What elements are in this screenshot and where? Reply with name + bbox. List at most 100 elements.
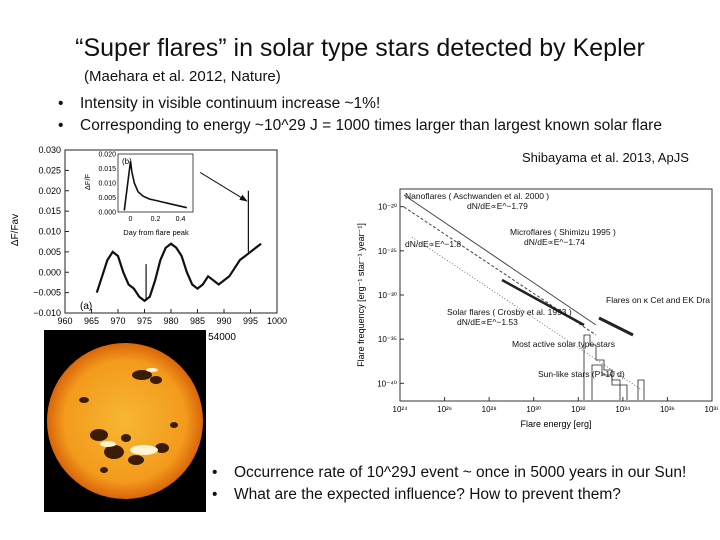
annotation: dN/dE∝E^−1.79 [467, 201, 528, 211]
bright-plage [100, 368, 158, 455]
x-axis-label: Flare energy [erg] [520, 419, 591, 429]
sunspot [79, 397, 89, 403]
x-axis-ticks: 960 965 970 975 980 985 990 995 1000 [57, 309, 287, 326]
sunspot [155, 443, 169, 453]
y-tick-label: 0.000 [38, 267, 61, 277]
inset-series-line [123, 161, 187, 211]
plage-region [100, 441, 116, 447]
x-tick-label: 10³⁰ [526, 405, 541, 414]
inset-y-tick-label: 0.000 [98, 210, 116, 217]
histogram-bin [637, 379, 645, 400]
sun-disk [47, 343, 203, 499]
sunspot [90, 429, 108, 441]
sunspots [79, 370, 178, 473]
inset-y-label: ΔF/F [83, 173, 92, 190]
inset-x-tick-label: 0.4 [176, 216, 186, 223]
inset-y-tick-label: 0.005 [98, 195, 116, 202]
annotation-arrow [199, 171, 248, 202]
bullet-text: Intensity in visible continuum increase … [80, 95, 381, 112]
plage-region [130, 445, 158, 455]
y-tick-label: 0.015 [38, 206, 61, 216]
annotation: dN/dE∝E^−1.8 [405, 239, 461, 249]
x-tick-label: 10³² [571, 405, 586, 414]
slide-title: “Super flares” in solar type stars detec… [75, 34, 645, 62]
x-tick-label: 10³⁴ [615, 405, 631, 414]
x-tick-label: 995 [243, 316, 258, 326]
y-tick-label: 0.025 [38, 165, 61, 175]
y-tick-label: 10⁻²⁵ [378, 247, 397, 256]
annotation: dN/dE∝E^−1.74 [524, 237, 585, 247]
inset-y-tick-label: 0.020 [98, 152, 116, 159]
inset-x-tick-label: 0 [129, 216, 133, 223]
annotation: Microflares ( Shimizu 1995 ) [510, 227, 616, 237]
x-tick-label: 970 [110, 316, 125, 326]
annotation: Sun-like stars (P>10 d) [538, 369, 625, 379]
solar-flare-segment [501, 278, 585, 327]
x-tick-label: 10²⁶ [437, 405, 452, 414]
sunspot [132, 370, 152, 380]
inset-x-label: Day from flare peak [123, 228, 189, 237]
annotation: Flares on κ Cet and EK Dra [606, 295, 710, 305]
y-tick-label: −0.010 [33, 308, 61, 318]
y-tick-label: 10⁻³⁰ [378, 291, 397, 300]
light-curve-chart: 0.030 0.025 0.020 0.015 0.010 0.005 0.000 −0.00… [10, 145, 287, 343]
sunspot [121, 434, 131, 442]
y-axis-label: ΔF/Fav [10, 214, 21, 246]
sunspot [170, 422, 178, 428]
inset-x-tick-label: 0.2 [151, 216, 161, 223]
panel-label-a: (a) [80, 301, 92, 312]
x-tick-label: 960 [57, 316, 72, 326]
citation-right: Shibayama et al. 2013, ApJS [522, 150, 689, 165]
y-tick-label: 10⁻⁴⁰ [377, 379, 397, 388]
inset-y-tick-label: 0.015 [98, 166, 116, 173]
sunspot [128, 455, 144, 465]
bullet-influence: • What are the expected influence? How to… [212, 486, 621, 504]
bullet-text: Occurrence rate of 10^29J event ~ once i… [234, 464, 687, 481]
y-tick-label: 0.020 [38, 186, 61, 196]
bullet-energy: • Corresponding to energy ~10^29 J = 1000… [58, 117, 662, 135]
y-tick-label: 0.030 [38, 145, 61, 155]
sunspot [150, 376, 162, 384]
sunspot [100, 467, 108, 473]
inset-y-tick-label: 0.010 [98, 181, 116, 188]
sunspot [104, 445, 124, 459]
y-axis-ticks: 10⁻²⁰ 10⁻²⁵ 10⁻³⁰ 10⁻³⁵ 10⁻⁴⁰ [377, 203, 404, 388]
x-tick-label: 990 [216, 316, 231, 326]
bullet-dot: • [58, 117, 64, 134]
y-axis-label: Flare frequency [erg⁻¹ star⁻¹ year⁻¹] [356, 223, 366, 367]
x-tick-label: 10²⁴ [393, 405, 409, 414]
x-tick-label: 965 [84, 316, 99, 326]
power-law-line [403, 194, 597, 326]
y-tick-label: 10⁻³⁵ [378, 335, 397, 344]
bullet-dot: • [212, 486, 218, 503]
bullet-dot: • [58, 95, 64, 112]
flare-spikes [145, 190, 249, 301]
y-tick-label: −0.005 [33, 288, 61, 298]
series-line [95, 242, 262, 303]
annotations: Nanoflares ( Aschwanden et al. 2000 ) dN… [405, 191, 710, 379]
y-tick-label: 10⁻²⁰ [378, 203, 397, 212]
x-tick-label: 975 [137, 316, 152, 326]
inset-y-ticks: 0.020 0.015 0.010 0.005 0.000 [98, 152, 116, 217]
x-axis-ticks: 10²⁴ 10²⁶ 10²⁸ 10³⁰ 10³² 10³⁴ 10³⁶ 10³⁸ [393, 397, 718, 414]
power-law-line [411, 236, 643, 391]
kcet-segment [598, 316, 634, 337]
bullet-occurrence: • Occurrence rate of 10^29J event ~ once … [212, 464, 686, 482]
x-tick-label: 10³⁸ [705, 405, 718, 414]
y-tick-label: 0.010 [38, 227, 61, 237]
y-tick-label: 0.005 [38, 247, 61, 257]
x-tick-label: 10³⁶ [660, 405, 675, 414]
inset-x-ticks: 0 0.2 0.4 [129, 216, 186, 223]
annotation: Solar flares ( Crosby et al. 1993 ) [447, 307, 572, 317]
annotation: dN/dE∝E^−1.53 [457, 317, 518, 327]
x-tick-label: 985 [190, 316, 205, 326]
histogram-active [583, 334, 621, 400]
histogram-bars [583, 334, 645, 400]
annotation: Nanoflares ( Aschwanden et al. 2000 ) [405, 191, 549, 201]
histogram-sunlike [591, 364, 628, 400]
panel-label-b: (b) [122, 157, 132, 166]
x-tick-label: 980 [163, 316, 178, 326]
power-law-lines [403, 194, 643, 391]
x-tick-label: 10²⁸ [482, 405, 497, 414]
